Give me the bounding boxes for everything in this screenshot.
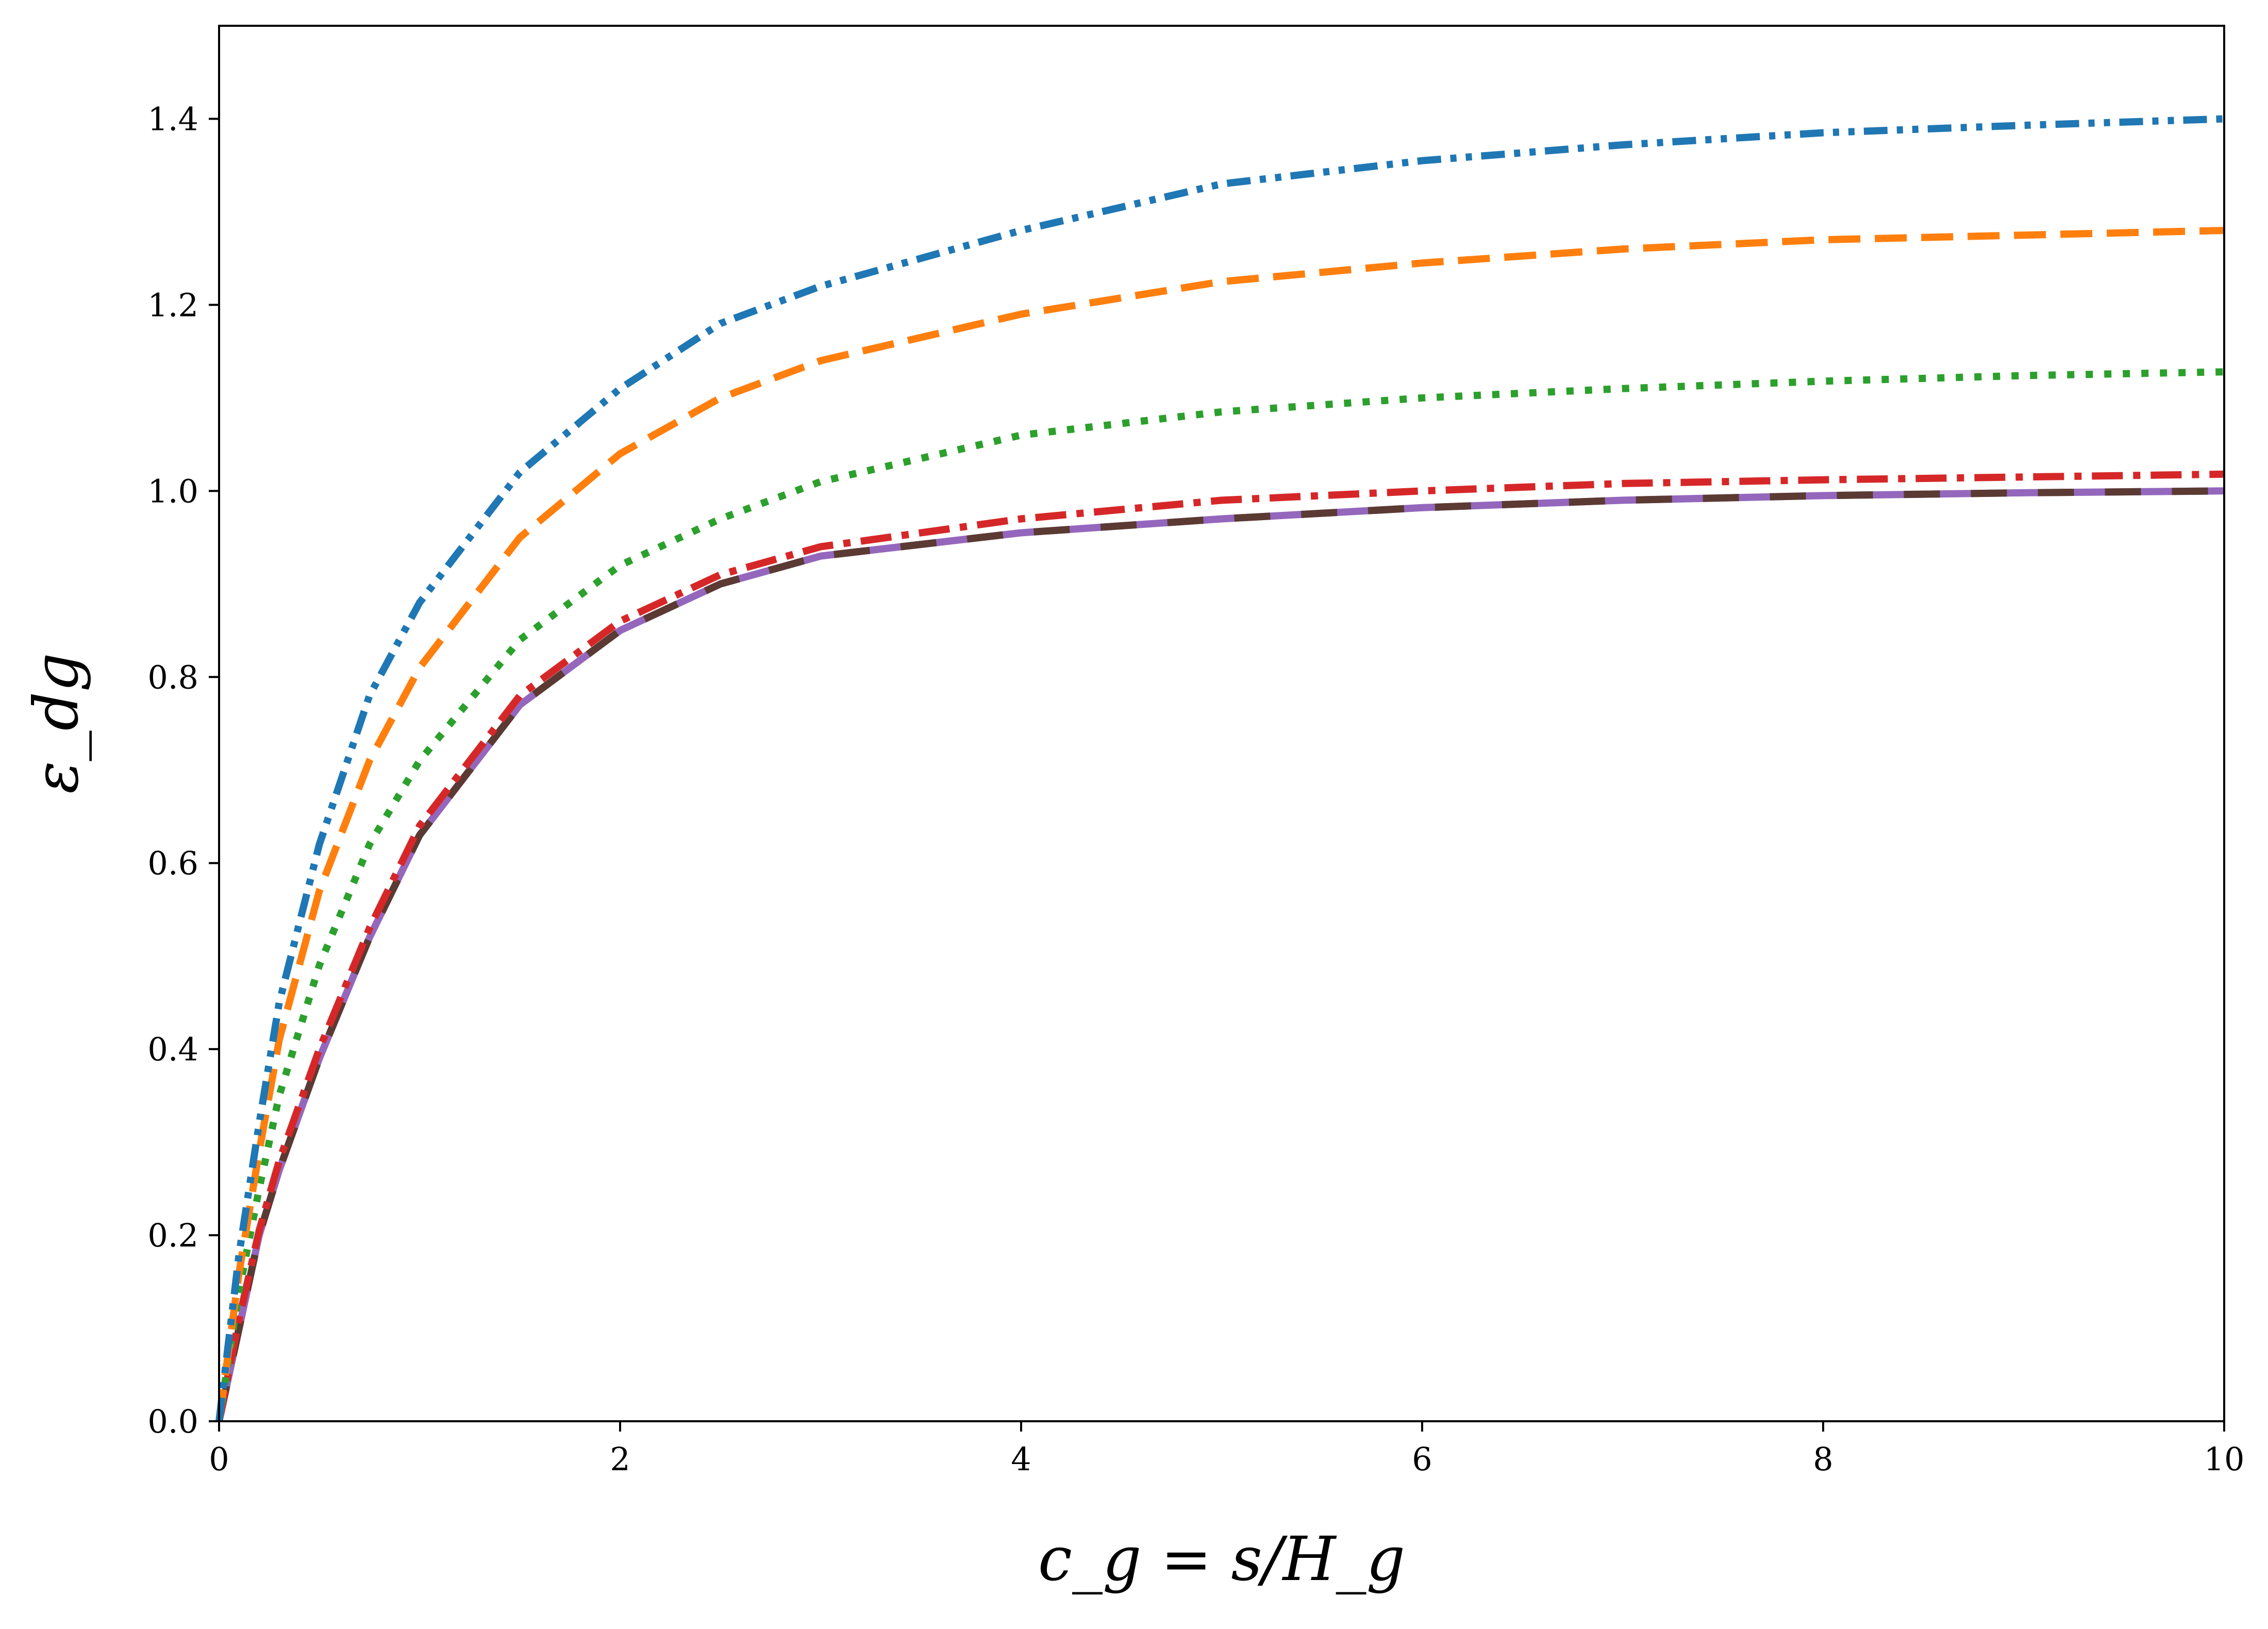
y-axis-label: ε_dg (21, 653, 92, 793)
series-line-1 (215, 115, 2225, 1422)
x-tick-label: 2 (610, 1440, 630, 1478)
y-tick-label: 1.0 (147, 472, 198, 510)
x-axis-label: c_g = s/H_g (1038, 1523, 1405, 1594)
y-tick-label: 1.2 (147, 286, 198, 324)
x-tick-label: 8 (1813, 1440, 1833, 1478)
y-tick-label: 0.0 (147, 1403, 198, 1440)
x-tick-label: 10 (2204, 1440, 2245, 1478)
series-layer (215, 115, 2225, 1422)
series-line-3 (215, 368, 2225, 1422)
x-tick-label: 0 (209, 1440, 229, 1478)
x-tick-label: 4 (1011, 1440, 1031, 1478)
plot-frame (218, 25, 2225, 1422)
y-tick-label: 0.8 (147, 658, 198, 696)
y-tick-label: 0.6 (147, 844, 198, 882)
ticks-layer: 0 2 4 6 8 10 0.0 0.2 0.4 0.6 0.8 1.0 1.2 1.4 (147, 100, 2244, 1478)
x-tick-label: 6 (1412, 1440, 1432, 1478)
series-line-4 (215, 470, 2225, 1422)
y-tick-label: 0.4 (147, 1030, 198, 1068)
series-line-2 (215, 227, 2225, 1422)
y-tick-label: 1.4 (147, 100, 198, 138)
y-tick-label: 0.2 (147, 1217, 198, 1254)
